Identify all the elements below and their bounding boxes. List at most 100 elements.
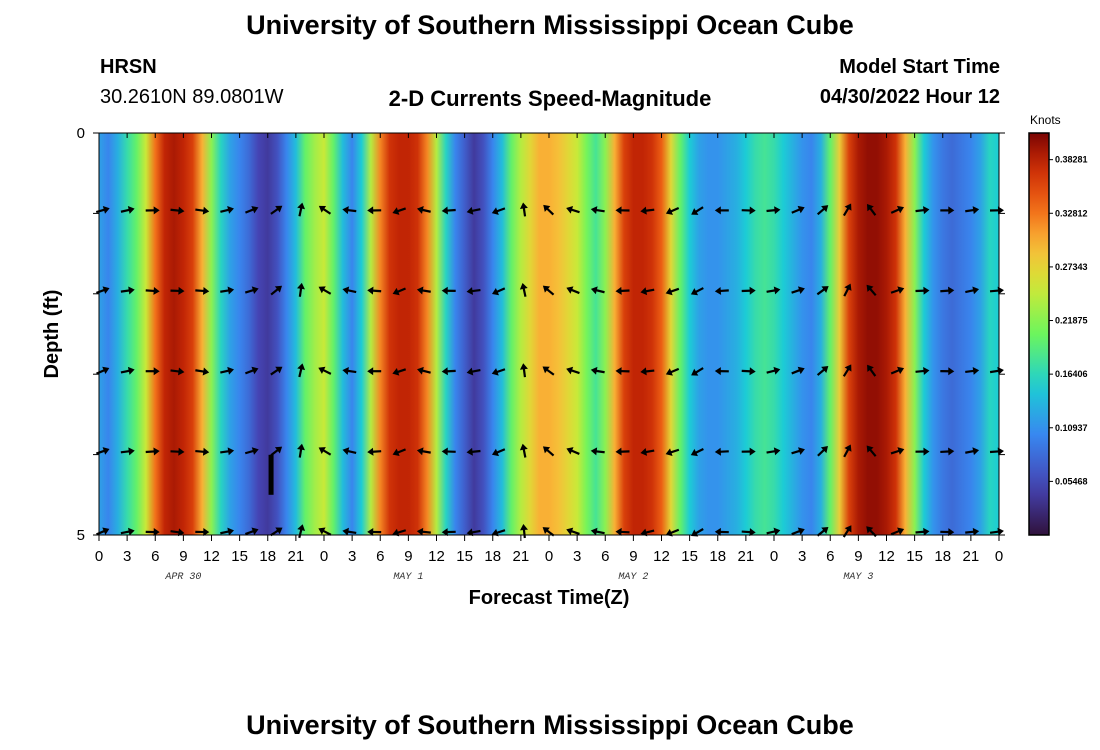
current-arrow [965,366,980,375]
current-arrow [297,282,305,297]
current-arrow [145,206,160,215]
current-arrow [566,527,580,536]
current-arrow [491,287,506,296]
current-arrow [466,206,481,215]
x-tick-label: 9 [404,548,412,565]
y-axis-label: Depth (ft) [41,290,63,379]
x-tick-label: 15 [456,548,473,565]
current-arrow [766,206,781,215]
day-label: MAY 2 [618,572,648,583]
current-arrow [145,286,160,295]
current-arrow [741,528,756,537]
current-arrow [843,444,852,458]
current-arrow [145,528,160,537]
current-arrow [466,367,481,376]
y-tick-label: 0 [77,125,85,142]
current-arrow [416,286,431,295]
current-arrow [392,528,407,537]
x-tick-label: 6 [826,548,834,565]
current-arrow [940,206,955,215]
current-arrow [170,447,185,456]
current-arrow [170,286,185,295]
day-label: MAY 1 [393,572,423,583]
x-tick-label: 15 [231,548,248,565]
current-arrow [816,286,829,296]
current-arrow [170,367,185,376]
current-arrow [367,447,382,456]
colorbar-tick-label: 0.16406 [1055,369,1088,379]
current-arrow [417,366,431,375]
colorbar-tick-label: 0.10937 [1055,423,1088,433]
x-tick-label: 0 [545,548,553,565]
current-arrow [615,447,630,456]
current-arrow [665,448,680,457]
current-arrow [965,527,980,536]
current-arrow [640,448,655,456]
current-arrow [542,285,555,296]
current-arrow [519,202,528,217]
current-arrow [640,287,655,296]
current-arrow [940,447,955,456]
current-arrow [195,286,210,295]
current-arrow [940,286,955,295]
current-arrow [244,286,259,295]
current-arrow [416,527,431,536]
current-arrow [245,205,259,214]
current-arrows [95,202,1004,539]
current-arrow [842,364,852,377]
current-arrow [96,527,110,536]
x-tick-label: 21 [513,548,530,565]
current-arrow [766,447,781,456]
current-arrow [866,445,877,457]
current-arrow [866,284,877,297]
current-arrow [220,447,235,456]
current-arrow [297,202,306,217]
current-arrow [915,527,930,536]
model-start-label: Model Start Time [839,56,1000,78]
current-arrow [867,364,877,377]
anomaly-layer [268,454,274,495]
x-tick-label: 0 [320,548,328,565]
x-tick-label: 3 [348,548,356,565]
current-arrow [741,447,756,456]
colorbar-tick-label: 0.05468 [1055,476,1088,486]
current-arrow [95,206,110,214]
current-arrow [392,368,407,376]
current-arrow [714,367,729,376]
current-speed-chart: 0 3 6 9 12 15 18 21 0 3 6 9 12 15 18 21 0 3 6 9 12 15 18 21 0 3 6 9… [41,113,1088,609]
current-arrow [441,447,456,456]
x-tick-label: 9 [629,548,637,565]
current-arrow [491,448,506,457]
current-arrow [297,443,305,458]
current-arrow [466,447,481,456]
current-arrow [766,527,781,536]
current-arrow [817,446,828,457]
current-arrow [566,366,580,375]
x-tick-label: 12 [878,548,895,565]
current-arrow [270,285,283,296]
current-arrow [318,286,332,295]
current-arrow [120,286,135,295]
x-tick-label: 6 [376,548,384,565]
current-arrow [318,527,332,536]
current-arrow [392,287,406,296]
x-tick-label: 6 [601,548,609,565]
colorbar-ramp [1028,132,1050,536]
current-arrow [96,366,110,375]
x-tick-label: 12 [428,548,445,565]
current-arrow [342,206,357,215]
current-arrow [367,367,382,376]
current-arrow [220,366,234,375]
current-arrow [195,206,210,215]
current-arrow [766,286,781,295]
chart-title: 2-D Currents Speed-Magnitude [388,86,712,111]
current-arrow [615,286,630,295]
current-arrow [519,443,528,458]
heatmap-field [99,133,999,535]
axes: 0 3 6 9 12 15 18 21 0 3 6 9 12 15 18 21 0 3 6 9 12 15 18 21 0 3 6 9… [77,125,1005,583]
current-arrow [367,527,382,536]
x-tick-label: 3 [123,548,131,565]
x-tick-label: 21 [738,548,755,565]
colorbar-tick-label: 0.21875 [1055,316,1088,326]
current-arrow [342,286,357,295]
